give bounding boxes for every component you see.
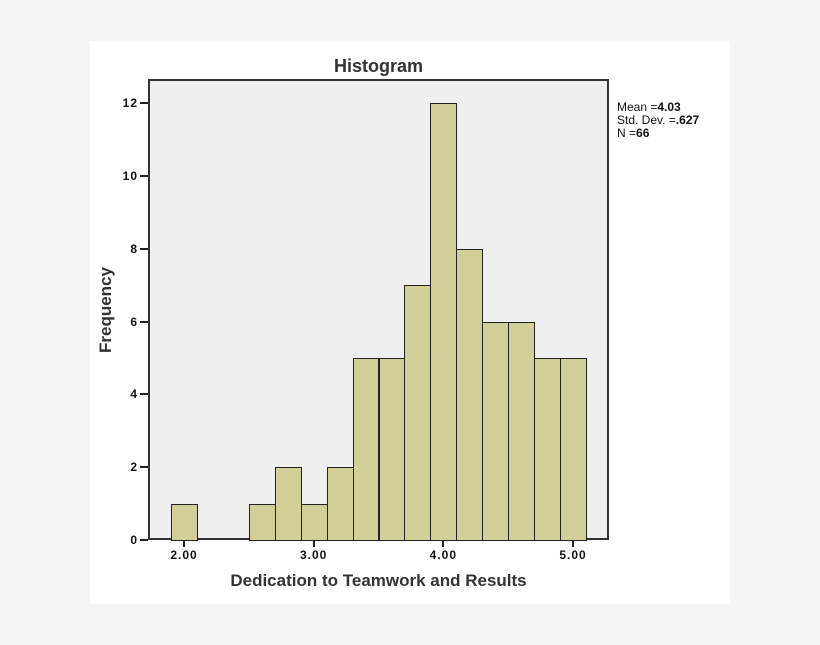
y-tick-label: 8 xyxy=(130,241,138,256)
x-tick-label: 4.00 xyxy=(429,548,457,562)
x-tick xyxy=(312,540,315,547)
histogram-bar xyxy=(300,503,328,541)
y-tick xyxy=(140,102,148,104)
stats-std-dev: Std. Dev. =.627 xyxy=(617,113,700,127)
y-tick-label: 2 xyxy=(130,460,138,475)
stats-n: N =66 xyxy=(617,126,650,140)
y-tick xyxy=(140,174,148,177)
histogram-bar xyxy=(534,357,562,541)
x-tick xyxy=(183,540,185,547)
y-tick xyxy=(140,247,148,250)
histogram-bar xyxy=(404,285,432,541)
y-tick-label: 6 xyxy=(130,314,138,329)
x-axis-title: Dedication to Teamwork and Results xyxy=(230,571,527,590)
x-tick xyxy=(572,540,574,547)
stats-legend: Mean =4.03 Std. Dev. =.627 N =66 xyxy=(617,101,699,140)
y-tick-label: 12 xyxy=(122,96,138,110)
histogram-bar xyxy=(456,248,484,541)
histogram-bar xyxy=(248,503,276,541)
y-tick xyxy=(140,466,148,469)
y-tick xyxy=(140,539,148,541)
chart-title: Histogram xyxy=(333,56,423,76)
y-tick xyxy=(140,320,148,323)
histogram-bar xyxy=(326,467,354,541)
histogram-bar xyxy=(274,467,302,541)
y-axis-title: Frequency xyxy=(96,267,115,353)
x-tick-label: 2.00 xyxy=(170,548,198,562)
x-tick-label: 3.00 xyxy=(299,548,328,562)
plot-area xyxy=(148,79,609,541)
stats-mean: Mean =4.03 xyxy=(617,100,681,114)
y-tick-label: 0 xyxy=(130,533,138,547)
x-tick-label: 5.00 xyxy=(559,548,587,562)
histogram-bar xyxy=(508,321,536,541)
histogram-bar xyxy=(430,103,458,541)
histogram-bar xyxy=(171,503,198,541)
histogram-bar xyxy=(560,357,587,541)
x-tick xyxy=(442,540,445,547)
histogram-bar xyxy=(352,357,380,541)
y-tick xyxy=(140,393,148,396)
y-tick-label: 4 xyxy=(130,387,138,402)
histogram-bar xyxy=(482,321,510,541)
y-tick-label: 10 xyxy=(122,168,138,183)
histogram-bar xyxy=(378,357,406,541)
